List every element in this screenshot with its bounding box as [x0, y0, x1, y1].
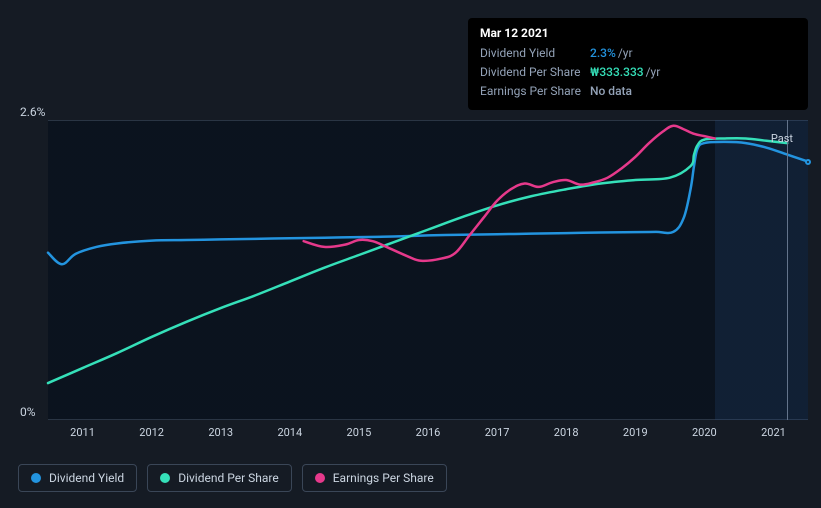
legend-item-label: Earnings Per Share: [333, 471, 434, 485]
x-axis-tick: 2019: [623, 426, 648, 439]
chart-tooltip: Mar 12 2021 Dividend Yield2.3%/yrDividen…: [468, 18, 808, 110]
legend-dot-icon: [160, 473, 170, 483]
x-axis-tick: 2014: [277, 426, 302, 439]
legend-item-label: Dividend Per Share: [178, 471, 279, 485]
x-axis-tick: 2011: [70, 426, 95, 439]
series-end-marker: [805, 159, 811, 165]
dividend-chart: Mar 12 2021 Dividend Yield2.3%/yrDividen…: [0, 0, 821, 508]
legend-item-dividend_yield[interactable]: Dividend Yield: [18, 464, 137, 492]
x-axis-tick: 2015: [347, 426, 372, 439]
tooltip-row-label: Dividend Per Share: [480, 63, 590, 82]
x-axis-tick: 2018: [554, 426, 579, 439]
x-axis-tick: 2012: [139, 426, 164, 439]
tooltip-row: Earnings Per ShareNo data: [480, 82, 796, 101]
y-axis-max-label: 2.6%: [20, 105, 45, 119]
tooltip-row: Dividend Per Share₩333.333/yr: [480, 63, 796, 82]
x-axis-tick: 2020: [692, 426, 717, 439]
tooltip-row: Dividend Yield2.3%/yr: [480, 44, 796, 63]
chart-plot-area[interactable]: [48, 120, 808, 420]
tooltip-row-value: ₩333.333/yr: [590, 63, 660, 82]
x-axis-tick: 2021: [761, 426, 786, 439]
legend-item-label: Dividend Yield: [49, 471, 124, 485]
tooltip-row-value: No data: [590, 82, 632, 101]
x-axis-tick: 2016: [416, 426, 441, 439]
past-label: Past: [771, 132, 793, 145]
tooltip-row-label: Dividend Yield: [480, 44, 590, 63]
legend-dot-icon: [31, 473, 41, 483]
chart-legend: Dividend Yield Dividend Per Share Earnings…: [18, 464, 447, 492]
chart-lines-svg: [48, 120, 808, 420]
tooltip-date: Mar 12 2021: [480, 26, 796, 40]
x-axis-tick: 2017: [485, 426, 510, 439]
tooltip-row-label: Earnings Per Share: [480, 82, 590, 101]
legend-item-dividend_per_share[interactable]: Dividend Per Share: [147, 464, 292, 492]
tooltip-row-value: 2.3%/yr: [590, 44, 633, 63]
x-axis-tick: 2013: [208, 426, 233, 439]
legend-dot-icon: [315, 473, 325, 483]
legend-item-earnings_per_share[interactable]: Earnings Per Share: [302, 464, 447, 492]
series-line-earnings_per_share: [304, 126, 715, 261]
x-axis: 2011 2012 2013 2014 2015 2016 2017 2018 2019 2020…: [48, 426, 808, 444]
chart-cursor-line: [787, 120, 788, 420]
y-axis-min-label: 0%: [20, 405, 36, 419]
